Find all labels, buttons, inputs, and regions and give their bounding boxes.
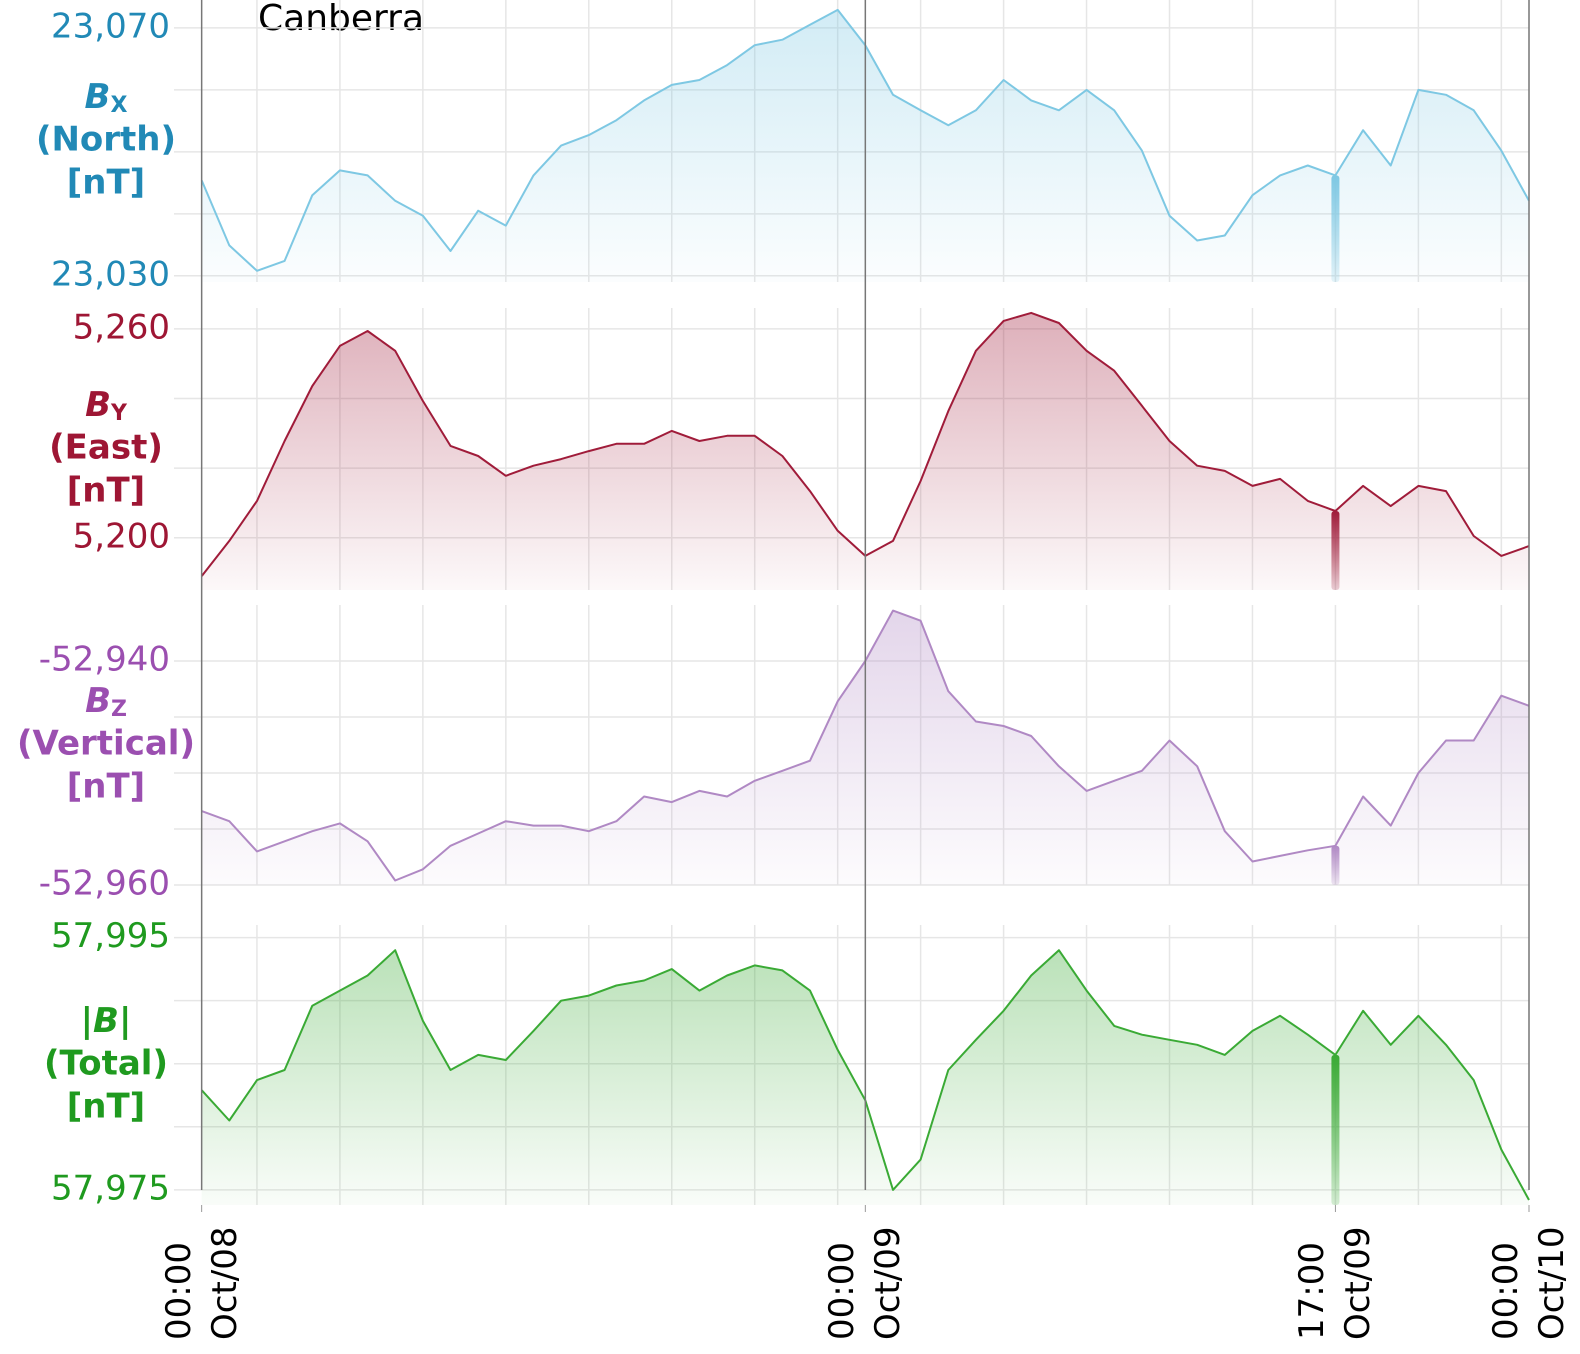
series-symbol: |B| <box>81 1001 132 1041</box>
series-label: (Total) <box>44 1044 168 1084</box>
highlight-bar <box>1331 510 1340 590</box>
series-label: [nT] <box>67 163 145 203</box>
highlight-bar <box>1331 175 1340 282</box>
series-name: |B| <box>81 1001 132 1041</box>
series-label: (East) <box>49 428 163 468</box>
series-symbol: B <box>85 681 111 721</box>
y-tick-label: 5,200 <box>73 516 170 556</box>
series-name: BZ <box>85 681 127 723</box>
series-name: BX <box>85 77 128 119</box>
series-subscript: Z <box>111 697 127 722</box>
series-label: (North) <box>36 120 176 160</box>
y-tick-label: 23,070 <box>51 6 170 46</box>
series-name: BY <box>85 385 128 427</box>
series-symbol: B <box>85 77 111 117</box>
y-tick-label: 5,260 <box>73 307 170 347</box>
series-subscript: Y <box>110 401 128 426</box>
y-tick-label: 57,975 <box>51 1168 170 1208</box>
series-label: [nT] <box>67 1087 145 1127</box>
series-subscript: X <box>110 93 127 118</box>
highlight-bar <box>1331 845 1340 885</box>
x-tick-label: 17:00 Oct/09 <box>1292 1226 1379 1340</box>
y-tick-label: -52,940 <box>39 640 170 680</box>
series-label: [nT] <box>67 471 145 511</box>
x-tick-label: 00:00 Oct/08 <box>158 1226 245 1340</box>
area <box>201 312 1529 590</box>
y-tick-label: 57,995 <box>51 916 170 956</box>
x-tick-label: 00:00 Oct/10 <box>1486 1226 1572 1340</box>
area <box>201 950 1529 1205</box>
x-tick-label: 00:00 Oct/09 <box>822 1226 909 1340</box>
highlight-bar <box>1331 1054 1340 1205</box>
y-tick-label: -52,960 <box>39 864 170 904</box>
y-tick-label: 23,030 <box>51 254 170 294</box>
chart-title: Canberra <box>258 0 424 39</box>
series-label: [nT] <box>67 767 145 807</box>
series-label: (Vertical) <box>17 724 195 764</box>
series-symbol: B <box>85 385 111 425</box>
